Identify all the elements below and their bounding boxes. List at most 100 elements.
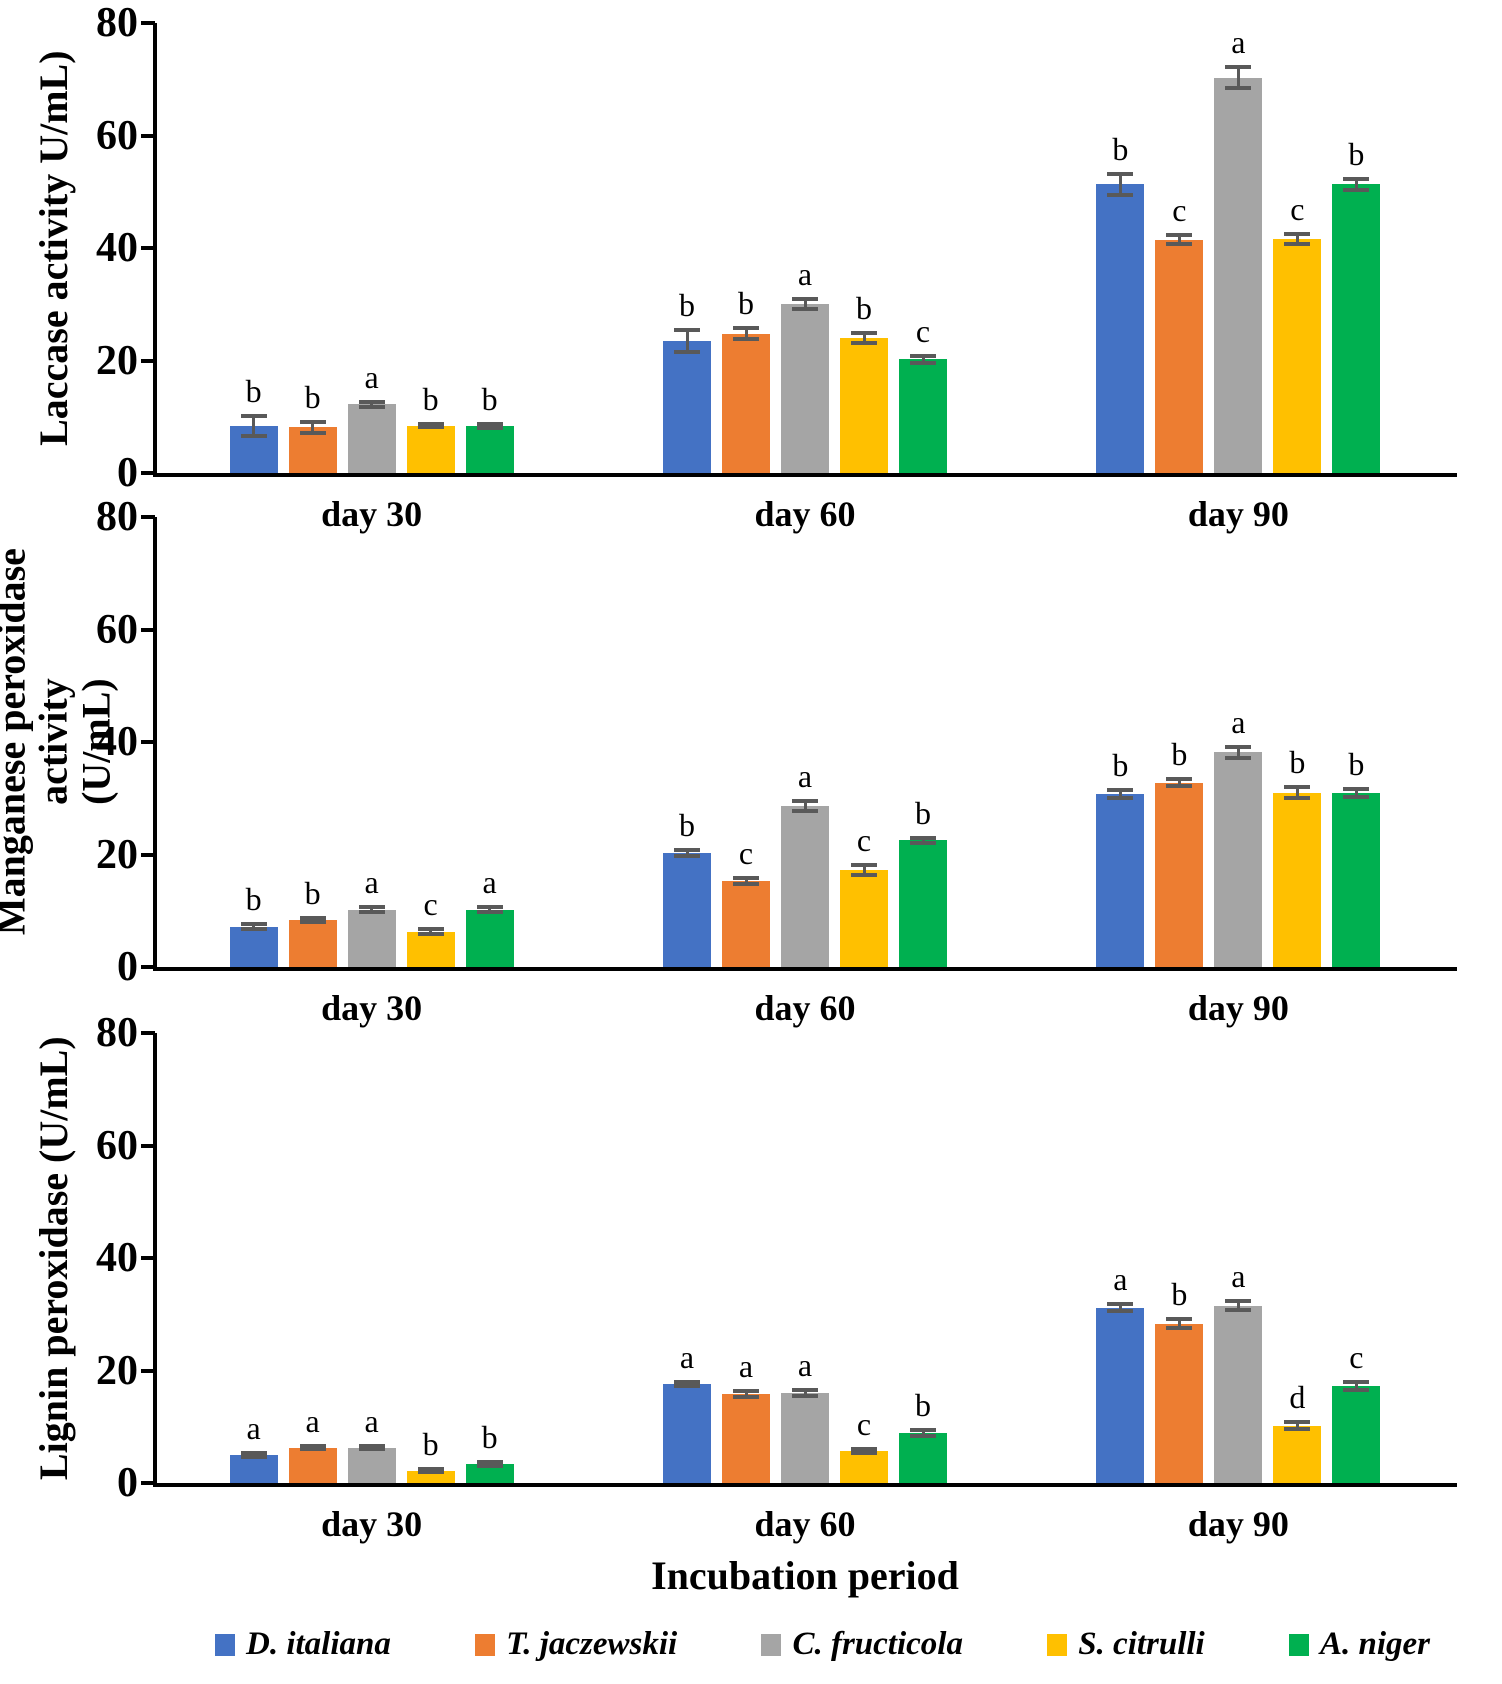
error-bar-line <box>1236 746 1240 758</box>
error-bar-cap <box>476 905 503 910</box>
error-bar-line <box>311 917 315 922</box>
error-bar-cap <box>299 419 326 424</box>
bar <box>781 304 829 473</box>
error-bar-line <box>488 423 492 428</box>
error-bar-cap <box>1225 65 1252 70</box>
bar <box>899 840 947 967</box>
significance-letter: c <box>1290 190 1305 227</box>
error-bar-cap <box>733 1389 759 1394</box>
bar <box>347 1447 396 1483</box>
legend-item-d-italiana: D. italiana <box>215 1626 391 1663</box>
bar <box>1096 793 1145 967</box>
error-bar-cap <box>417 1470 444 1475</box>
legend-swatch-icon <box>215 1633 235 1656</box>
error-bar-cap <box>674 1379 700 1384</box>
y-tick-label: 80 <box>96 0 138 46</box>
error-bar-cap <box>299 431 326 436</box>
error-bar-line <box>1177 235 1181 245</box>
error-bar-cap <box>358 909 385 914</box>
error-bar-line <box>311 421 315 434</box>
y-tick-label: 0 <box>117 450 138 496</box>
error-bar-cap <box>1166 242 1193 247</box>
bar <box>840 870 888 967</box>
y-tick-mark <box>141 471 155 475</box>
bar <box>1155 1323 1204 1483</box>
y-tick-mark <box>141 740 155 744</box>
bar <box>781 806 829 967</box>
y-tick-label: 80 <box>96 494 138 540</box>
x-category-label: day 60 <box>754 988 856 1028</box>
significance-letter: b <box>481 380 498 417</box>
legend-swatch-icon <box>761 1633 782 1656</box>
error-bar-line <box>685 850 689 856</box>
error-bar-cap <box>476 1463 503 1468</box>
error-bar-line <box>1118 789 1122 798</box>
error-bar-cap <box>1166 777 1193 782</box>
y-tick-mark <box>141 133 155 138</box>
error-bar-line <box>370 401 374 408</box>
error-bar-cap <box>476 421 503 426</box>
error-bar-cap <box>1225 1299 1252 1304</box>
y-tick-mark <box>141 1143 155 1148</box>
bar <box>1214 77 1263 473</box>
error-bar-cap <box>476 1460 503 1465</box>
error-bar-cap <box>358 399 385 404</box>
significance-letter: a <box>482 864 497 901</box>
lignin-peroxidase-chart: Lignin peroxidase (U/mL) 0 20 40 60 80 day 30… <box>0 1010 1502 1555</box>
error-bar-cap <box>358 405 385 410</box>
bar <box>1155 239 1204 473</box>
significance-letter: c <box>856 822 872 859</box>
error-bar-line <box>370 907 374 912</box>
error-bar-cap <box>1107 795 1134 800</box>
significance-letter: b <box>738 285 754 322</box>
bar <box>1273 239 1322 473</box>
error-bar-cap <box>1343 786 1370 791</box>
significance-letter: a <box>738 1348 754 1385</box>
error-bar-cap <box>417 926 444 931</box>
error-bar-line <box>1354 788 1358 797</box>
bar <box>663 340 711 473</box>
significance-letter: c <box>915 313 931 349</box>
error-bar-cap <box>299 920 326 924</box>
legend-swatch-icon <box>1288 1633 1309 1656</box>
legend-swatch-icon <box>475 1633 496 1656</box>
error-bar-cap <box>733 881 759 886</box>
significance-letter: b <box>856 289 872 326</box>
error-bar-cap <box>358 905 385 910</box>
error-bar-line <box>685 330 689 352</box>
bar <box>406 425 455 473</box>
error-bar-cap <box>733 326 759 331</box>
lignin-peroxidase-plot-area: 0 20 40 60 80 day 30 a a a b b day 60 a a a c b day 90 a b a… <box>0 1010 1502 1555</box>
error-bar-cap <box>417 932 444 937</box>
laccase-activity-chart: Laccase activity U/mL) 0 20 40 60 80 day 30 b b… <box>0 0 1502 545</box>
y-tick-mark <box>141 358 155 363</box>
significance-letter: a <box>364 864 379 901</box>
error-bar-cap <box>240 922 267 927</box>
y-tick-label: 60 <box>96 1122 138 1169</box>
significance-letter: b <box>1348 745 1365 782</box>
error-bar-line <box>1118 1304 1122 1311</box>
bar <box>465 425 514 473</box>
error-bar-cap <box>299 1447 326 1452</box>
significance-letter: b <box>1289 744 1306 780</box>
y-axis-line <box>153 1033 157 1487</box>
error-bar-cap <box>674 1384 700 1389</box>
x-category-label: day 90 <box>1187 988 1289 1028</box>
error-bar-line <box>685 1381 689 1387</box>
error-bar-line <box>1236 67 1240 88</box>
significance-letter: c <box>423 885 438 922</box>
bar <box>1332 1386 1381 1483</box>
error-bar-line <box>1177 779 1181 786</box>
y-tick-label: 40 <box>96 225 138 271</box>
bar <box>1332 792 1381 967</box>
error-bar-cap <box>792 307 818 312</box>
error-bar-line <box>803 1390 807 1396</box>
bar <box>722 1394 770 1483</box>
y-tick-label: 20 <box>96 337 138 384</box>
bar <box>1096 184 1145 473</box>
significance-letter: a <box>797 758 813 795</box>
error-bar-cap <box>851 1447 877 1452</box>
error-bar-line <box>488 907 492 912</box>
legend-swatch-icon <box>1047 1633 1068 1656</box>
legend-item-c-fructicola: C. fructicola <box>761 1626 963 1663</box>
